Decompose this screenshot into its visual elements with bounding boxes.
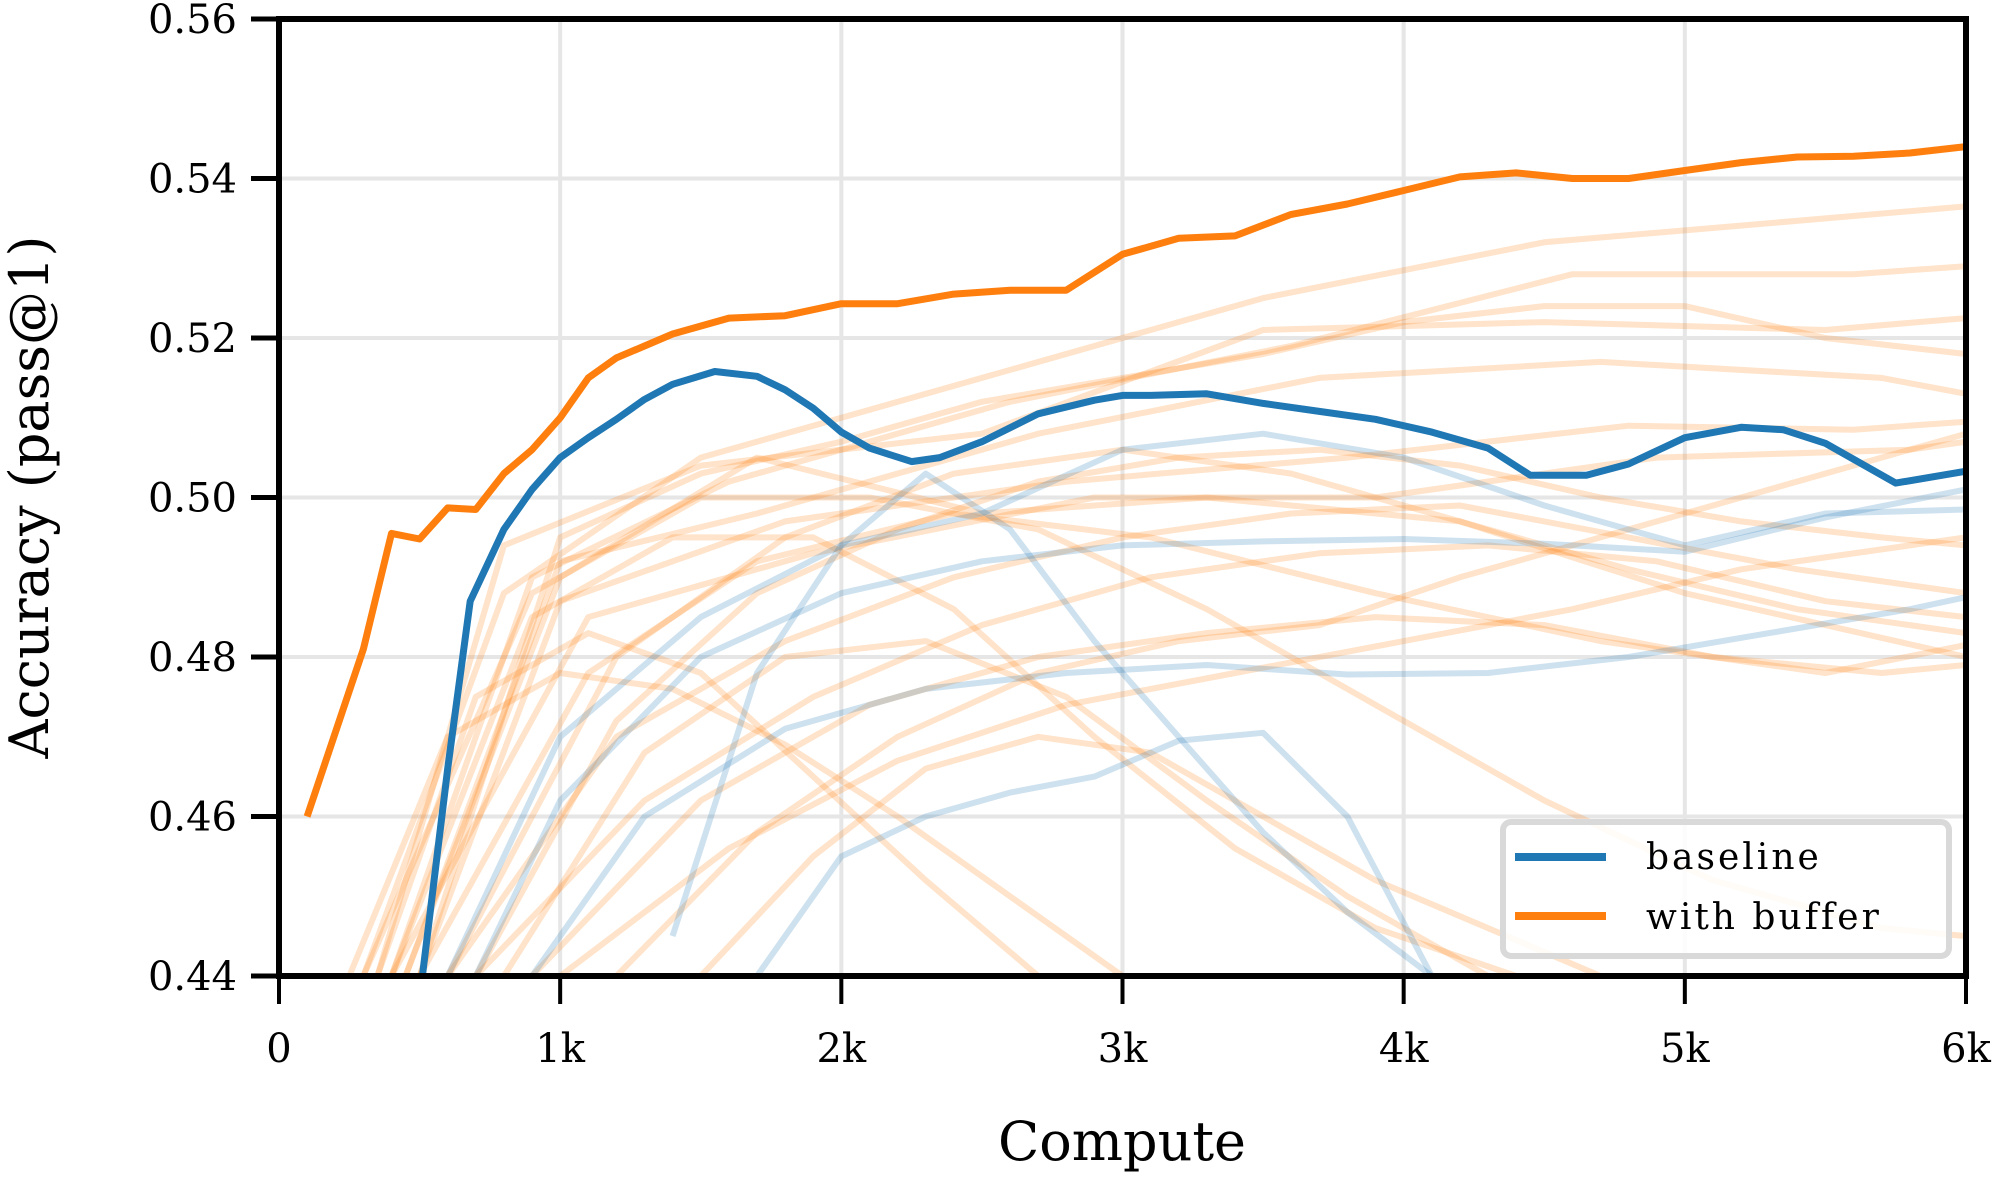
y-tick-label: 0.46 (148, 795, 237, 841)
y-tick-label: 0.54 (148, 157, 237, 203)
with-buffer-run-curve (388, 438, 1966, 976)
x-tick-label: 0 (266, 1026, 291, 1072)
baseline-run-curve (473, 486, 1966, 976)
with-buffer-run-curve (501, 638, 1490, 976)
with-buffer-run-curve (416, 418, 1966, 976)
envelope-series (303, 143, 1966, 976)
baseline-envelope-line (418, 368, 1966, 976)
x-tick-label: 6k (1941, 1026, 1991, 1072)
with-buffer-run-curve (416, 510, 1966, 976)
x-axis-title: Compute (998, 1110, 1246, 1173)
with-buffer-run-curve (445, 502, 1966, 976)
with-buffer-run-curve (558, 534, 1966, 976)
with-buffer-run-curve (388, 534, 1518, 976)
with-buffer-run-curve (346, 670, 1125, 976)
y-tick-label: 0.56 (148, 0, 237, 43)
y-tick-label: 0.48 (148, 635, 237, 681)
x-tick-label: 3k (1098, 1026, 1148, 1072)
y-tick-label: 0.44 (148, 954, 237, 1000)
x-tick-label: 4k (1379, 1026, 1429, 1072)
with-buffer-run-curve (374, 630, 1041, 976)
with-buffer-run-curve (445, 446, 1966, 976)
with-buffer-run-curve (402, 358, 1966, 976)
x-tick-label: 5k (1660, 1026, 1710, 1072)
with-buffer-run-curve (698, 733, 1602, 976)
baseline-run-curve (669, 470, 1437, 976)
legend: baseline with buffer (1500, 819, 1952, 959)
with-buffer-run-curve (416, 303, 1966, 976)
legend-box (1500, 819, 1952, 959)
baseline-run-curve (754, 729, 1435, 976)
x-axis-ticks: 0 1k 2k 3k 4k 5k 6k (266, 976, 1992, 1072)
y-tick-label: 0.52 (148, 316, 237, 362)
y-tick-label: 0.50 (148, 476, 237, 522)
with-buffer-run-curve (388, 263, 1966, 976)
baseline-run-curve (444, 430, 1966, 976)
with-buffer-run-curve (473, 542, 1966, 976)
x-tick-label: 2k (816, 1026, 866, 1072)
with-buffer-run-curve (529, 614, 1966, 976)
with-buffer-envelope-line (303, 143, 1966, 818)
with-buffer-run-curve (614, 430, 1966, 976)
legend-label-baseline: baseline (1646, 837, 1822, 878)
y-axis-ticks: 0.44 0.46 0.48 0.50 0.52 0.54 0.56 (148, 0, 279, 1000)
with-buffer-run-curve (360, 203, 1966, 976)
with-buffer-run-curve (473, 446, 1966, 976)
legend-label-with-buffer: with buffer (1646, 897, 1882, 938)
with-buffer-run-curve (402, 454, 1966, 976)
with-buffer-run-curve (374, 315, 1966, 976)
y-axis-title: Accuracy (pass@1) (0, 236, 61, 760)
x-tick-label: 1k (535, 1026, 585, 1072)
baseline-run-curve (529, 594, 1966, 976)
